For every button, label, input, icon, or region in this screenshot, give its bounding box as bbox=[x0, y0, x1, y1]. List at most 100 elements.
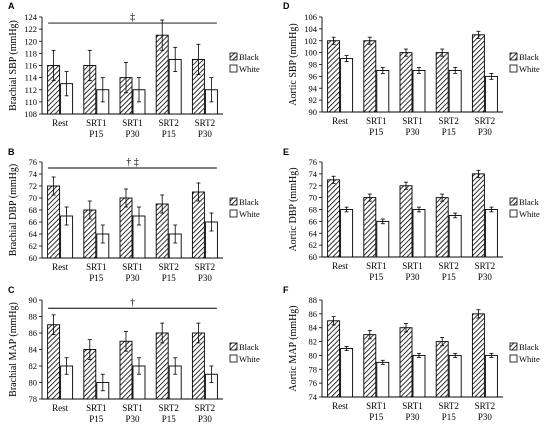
category-label: P30 bbox=[405, 272, 420, 282]
category-label: SRT2 bbox=[438, 401, 458, 411]
y-tick-label: 90 bbox=[29, 295, 38, 305]
legend-swatch-black bbox=[229, 197, 238, 206]
category-label: SRT2 bbox=[438, 116, 458, 126]
y-tick-label: 114 bbox=[25, 73, 38, 83]
category-label: P15 bbox=[442, 272, 457, 282]
legend-label-black: Black bbox=[239, 342, 260, 352]
y-axis-title: Aortic SBP (mmHg) bbox=[288, 23, 299, 105]
legend-swatch-black bbox=[229, 342, 238, 351]
category-label: P30 bbox=[125, 414, 140, 424]
category-label: P15 bbox=[369, 272, 384, 282]
y-tick-label: 118 bbox=[25, 48, 37, 58]
category-label: P15 bbox=[162, 273, 177, 283]
legend-label-black: Black bbox=[519, 52, 540, 62]
bar-white bbox=[448, 69, 462, 113]
y-tick-label: 60 bbox=[309, 252, 318, 262]
category-label: SRT1 bbox=[122, 262, 142, 272]
y-tick-label: 76 bbox=[309, 157, 318, 167]
category-label: P30 bbox=[198, 273, 213, 283]
bar-black bbox=[327, 179, 341, 258]
category-label: SRT1 bbox=[402, 116, 422, 126]
category-label: SRT2 bbox=[158, 118, 178, 128]
category-label: P30 bbox=[198, 414, 213, 424]
category-label: SRT1 bbox=[402, 401, 422, 411]
bar-white bbox=[340, 58, 354, 113]
category-label: P15 bbox=[442, 127, 457, 137]
legend-label-black: Black bbox=[519, 342, 540, 352]
category-label: P15 bbox=[369, 127, 384, 137]
significance-marker: † bbox=[130, 297, 135, 308]
y-tick-label: 74 bbox=[29, 169, 38, 179]
bar-black bbox=[399, 52, 413, 113]
bar-white bbox=[484, 354, 498, 398]
category-label: Rest bbox=[332, 116, 349, 126]
y-tick-label: 98 bbox=[309, 60, 318, 70]
category-label: P15 bbox=[369, 412, 384, 422]
y-tick-label: 100 bbox=[304, 48, 317, 58]
legend-label-white: White bbox=[239, 209, 260, 219]
category-label: SRT1 bbox=[122, 403, 142, 413]
bar-white bbox=[484, 75, 498, 113]
bar-black bbox=[363, 334, 377, 398]
legend-swatch-white bbox=[229, 209, 238, 218]
legend-label-black: Black bbox=[239, 52, 260, 62]
legend-label-white: White bbox=[519, 354, 540, 364]
category-label: P30 bbox=[198, 129, 213, 139]
y-tick-label: 106 bbox=[304, 12, 317, 22]
bar-black bbox=[327, 40, 341, 113]
y-tick-label: 78 bbox=[29, 394, 38, 404]
category-label: P15 bbox=[162, 129, 177, 139]
y-axis-title: Brachial MAP (mmHg) bbox=[8, 302, 19, 397]
panel-label: B bbox=[8, 147, 15, 157]
legend-swatch-white bbox=[509, 209, 518, 218]
legend-swatch-black bbox=[509, 342, 518, 351]
y-tick-label: 74 bbox=[309, 392, 318, 402]
bar-white bbox=[376, 220, 390, 258]
bar-black bbox=[363, 197, 377, 258]
y-tick-label: 84 bbox=[29, 345, 38, 355]
bar-white bbox=[340, 209, 354, 258]
legend-swatch-white bbox=[509, 354, 518, 363]
bar-black bbox=[191, 191, 205, 259]
bar-black bbox=[399, 327, 413, 398]
y-tick-label: 70 bbox=[29, 193, 38, 203]
legend-swatch-white bbox=[229, 64, 238, 73]
y-tick-label: 76 bbox=[309, 378, 318, 388]
legend-label-white: White bbox=[239, 354, 260, 364]
y-tick-label: 92 bbox=[309, 95, 318, 105]
category-label: SRT1 bbox=[122, 118, 142, 128]
legend-label-white: White bbox=[519, 209, 540, 219]
category-label: P30 bbox=[478, 412, 493, 422]
y-tick-label: 88 bbox=[29, 312, 38, 322]
category-label: P15 bbox=[89, 414, 104, 424]
category-label: SRT2 bbox=[158, 262, 178, 272]
legend-swatch-black bbox=[509, 52, 518, 61]
category-label: SRT1 bbox=[366, 401, 386, 411]
significance-marker: † ‡ bbox=[126, 157, 139, 168]
category-label: SRT2 bbox=[475, 116, 495, 126]
y-axis-title: Brachial DBP (mmHg) bbox=[8, 164, 19, 256]
bar-black bbox=[471, 34, 485, 113]
y-tick-label: 104 bbox=[304, 24, 318, 34]
y-tick-label: 72 bbox=[29, 181, 38, 191]
y-tick-label: 60 bbox=[29, 253, 38, 263]
category-label: P30 bbox=[405, 412, 420, 422]
panel-label: F bbox=[283, 285, 289, 295]
bar-white bbox=[484, 209, 498, 258]
bar-white bbox=[412, 209, 426, 258]
category-label: P15 bbox=[162, 414, 177, 424]
y-tick-label: 124 bbox=[24, 12, 38, 22]
y-tick-label: 68 bbox=[309, 205, 318, 215]
y-tick-label: 82 bbox=[29, 361, 38, 371]
category-label: SRT2 bbox=[475, 261, 495, 271]
category-label: SRT1 bbox=[86, 262, 106, 272]
y-tick-label: 108 bbox=[24, 109, 37, 119]
y-tick-label: 94 bbox=[309, 83, 318, 93]
y-tick-label: 80 bbox=[309, 350, 318, 360]
category-label: SRT1 bbox=[366, 261, 386, 271]
category-label: P30 bbox=[125, 273, 140, 283]
y-tick-label: 64 bbox=[29, 229, 38, 239]
category-label: SRT1 bbox=[402, 261, 422, 271]
y-tick-label: 96 bbox=[309, 71, 318, 81]
bar-white bbox=[340, 348, 354, 398]
